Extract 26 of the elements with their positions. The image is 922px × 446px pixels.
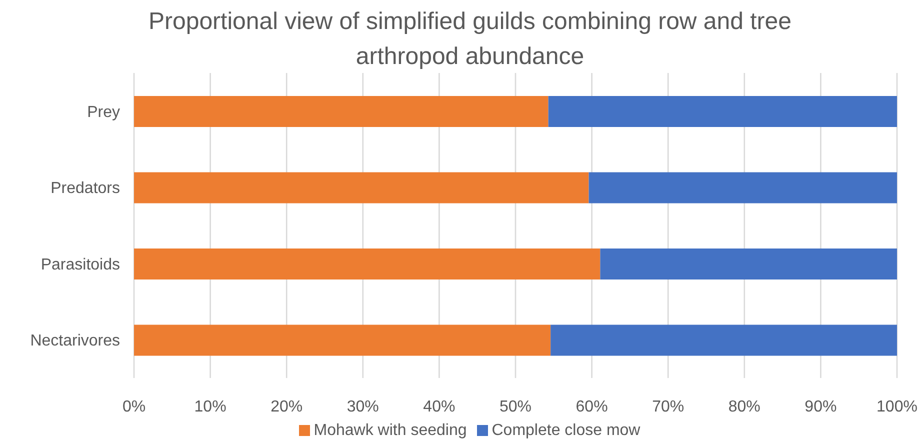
bar [134,172,589,204]
bar [134,96,548,127]
y-tick-label: Prey [87,104,120,121]
bar [550,324,897,356]
bar [588,172,897,204]
x-tick-label: 50% [499,398,532,416]
bar [548,96,897,127]
x-tick-label: 80% [728,398,760,416]
x-tick-label: 0% [122,398,146,416]
bar [134,248,600,280]
x-tick-label: 20% [270,398,303,416]
x-tick-label: 100% [876,398,918,416]
x-tick-label: 40% [423,398,456,416]
x-tick-label: 30% [346,398,379,416]
y-tick-label: Predators [50,180,120,198]
x-tick-label: 10% [194,398,226,416]
y-tick-label: Nectarivores [30,332,120,350]
x-tick-label: 60% [576,398,608,416]
bar [134,324,551,356]
legend-label: Mohawk with seeding [314,422,467,439]
x-tick-label: 70% [652,398,684,416]
legend-label: Complete close mow [492,422,640,439]
bar [600,248,897,280]
chart-title: Proportional view of simplified guilds combining row and tree arthropod abundance [148,7,792,72]
y-tick-label: Parasitoids [40,256,120,274]
x-tick-label: 90% [804,398,837,416]
